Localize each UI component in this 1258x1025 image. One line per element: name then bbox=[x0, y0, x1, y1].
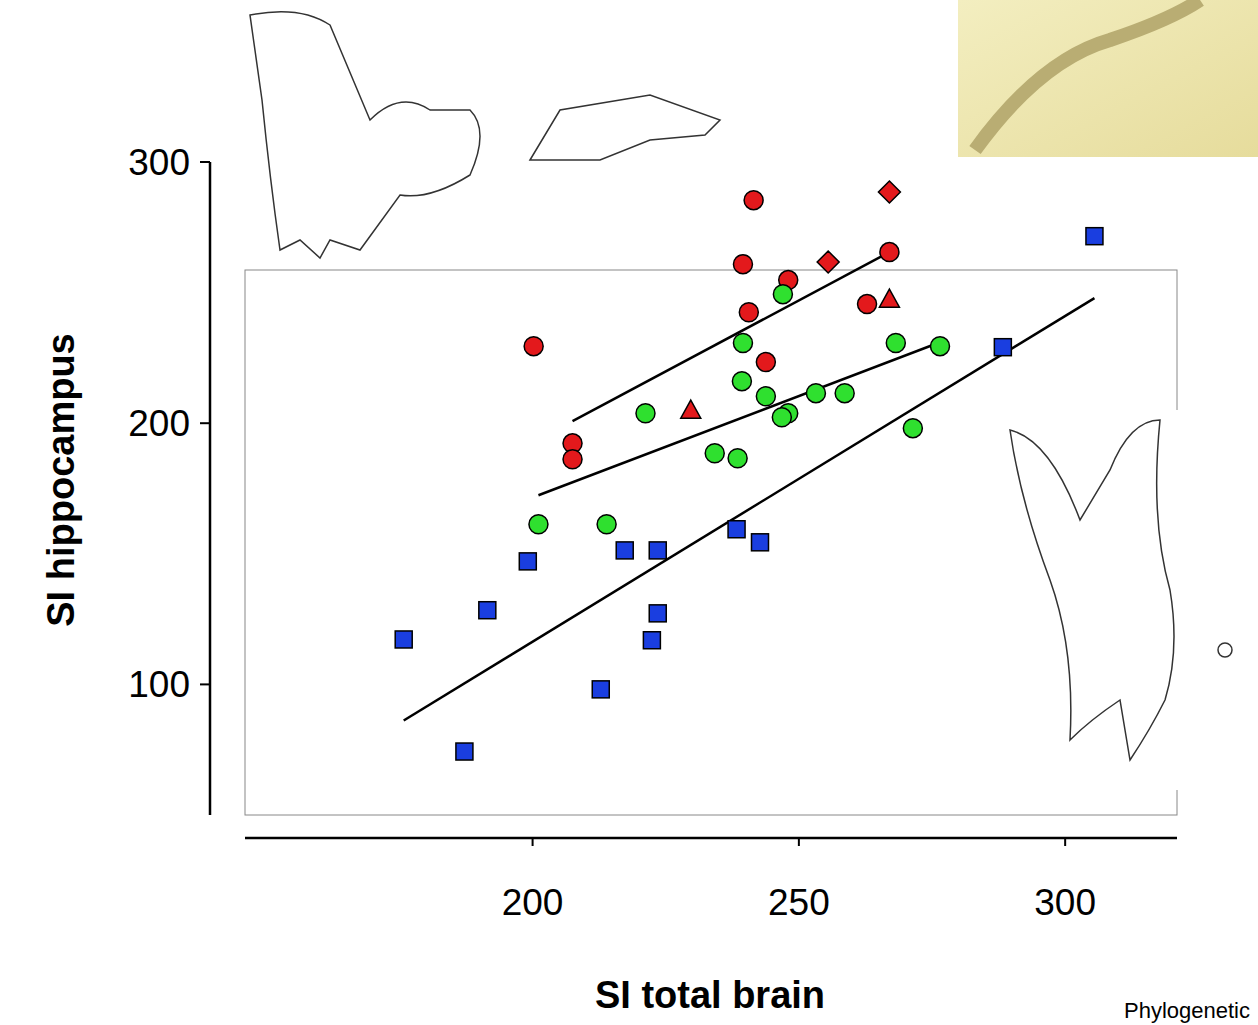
point bbox=[739, 303, 758, 322]
x-axis bbox=[245, 837, 1177, 840]
point bbox=[519, 553, 536, 570]
x-tick-label: 200 bbox=[502, 882, 564, 923]
hippocampus-image bbox=[958, 0, 1258, 157]
point bbox=[733, 334, 752, 353]
point bbox=[817, 251, 839, 273]
fit-line bbox=[573, 252, 890, 421]
point bbox=[903, 419, 922, 438]
chart: 100 200 300 200 250 300 SI total brain SI hippo… bbox=[0, 0, 1258, 1025]
y-axis bbox=[209, 162, 212, 815]
point bbox=[616, 542, 633, 559]
bat-bg bbox=[1000, 410, 1258, 790]
bat-bg bbox=[245, 0, 725, 268]
point bbox=[835, 384, 854, 403]
x-tick-label: 250 bbox=[768, 882, 830, 923]
point bbox=[751, 534, 768, 551]
points bbox=[395, 181, 1103, 760]
point bbox=[772, 408, 791, 427]
illustrations bbox=[245, 0, 1258, 790]
y-tick bbox=[200, 422, 210, 424]
y-tick bbox=[200, 683, 210, 685]
flower bbox=[530, 95, 720, 160]
hippocampus-shape bbox=[975, 0, 1200, 150]
point bbox=[756, 353, 775, 372]
point bbox=[456, 743, 473, 760]
point bbox=[886, 334, 905, 353]
x-tick bbox=[532, 838, 534, 846]
point bbox=[395, 631, 412, 648]
point bbox=[563, 450, 582, 469]
point bbox=[479, 602, 496, 619]
point bbox=[597, 515, 616, 534]
point bbox=[681, 400, 701, 418]
point bbox=[773, 285, 792, 304]
x-tick-label: 300 bbox=[1034, 882, 1096, 923]
fit-lines bbox=[404, 252, 1095, 720]
point bbox=[744, 191, 763, 210]
point bbox=[858, 295, 877, 314]
x-axis-title: SI total brain bbox=[595, 974, 825, 1016]
point bbox=[878, 181, 900, 203]
point bbox=[705, 444, 724, 463]
bat-fruit bbox=[250, 12, 480, 258]
point bbox=[880, 243, 899, 262]
point bbox=[879, 289, 899, 307]
point bbox=[592, 681, 609, 698]
x-tick bbox=[1064, 838, 1066, 846]
bat-insectivore bbox=[1010, 420, 1174, 760]
y-tick-label: 100 bbox=[128, 664, 190, 705]
point bbox=[931, 337, 950, 356]
point bbox=[728, 449, 747, 468]
moth bbox=[1218, 643, 1232, 657]
point bbox=[529, 515, 548, 534]
point bbox=[524, 337, 543, 356]
y-tick bbox=[200, 161, 210, 163]
point bbox=[994, 339, 1011, 356]
y-axis-title: SI hippocampus bbox=[40, 333, 82, 626]
y-tick-label: 200 bbox=[128, 403, 190, 444]
plot-area bbox=[395, 181, 1103, 760]
y-tick-label: 300 bbox=[128, 142, 190, 183]
point bbox=[1086, 228, 1103, 245]
point bbox=[643, 632, 660, 649]
point bbox=[806, 384, 825, 403]
fit-line bbox=[404, 298, 1095, 720]
x-tick bbox=[798, 838, 800, 846]
point bbox=[733, 255, 752, 274]
point bbox=[756, 387, 775, 406]
point bbox=[732, 372, 751, 391]
point bbox=[728, 521, 745, 538]
point bbox=[649, 605, 666, 622]
point bbox=[649, 542, 666, 559]
annotation: Phylogenetic bbox=[1124, 998, 1250, 1023]
fit-line bbox=[538, 342, 940, 495]
point bbox=[636, 404, 655, 423]
